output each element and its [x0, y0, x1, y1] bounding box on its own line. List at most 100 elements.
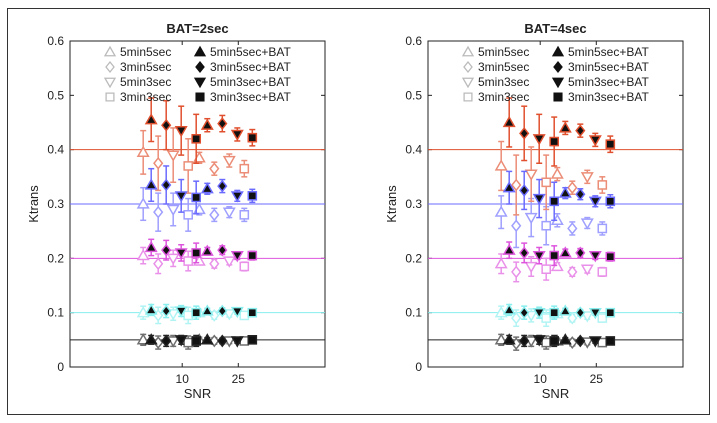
data-point-diamond-open: [209, 208, 220, 222]
data-point-square-filled: [549, 307, 560, 318]
data-point-triangle-down-filled: [532, 193, 546, 206]
data-point-triangle-up-open: [136, 145, 150, 158]
data-point-triangle-down-filled: [532, 250, 546, 263]
data-point-triangle-up-filled: [502, 180, 516, 193]
data-point-triangle-down-filled: [174, 191, 188, 203]
data-point-triangle-down-filled: [588, 308, 602, 320]
legend-label: 3min5sec: [120, 60, 171, 74]
chart-title: BAT=2sec: [166, 21, 228, 36]
legend-marker-5min3sec: [461, 77, 475, 89]
data-point-triangle-up-open: [136, 333, 150, 345]
data-point-triangle-up-filled: [502, 243, 516, 255]
data-point-triangle-down-open: [580, 218, 594, 230]
data-point-square-open: [183, 256, 194, 266]
data-point-square-filled: [605, 251, 616, 262]
data-point-diamond-filled: [161, 178, 172, 192]
data-point-square-open: [239, 261, 250, 272]
legend-label: 3min5sec+BAT: [210, 60, 291, 74]
data-point-square-filled: [247, 132, 258, 143]
y-tick-label: 0.5: [405, 88, 422, 102]
data-point-triangle-down-filled: [230, 129, 244, 142]
data-point-square-open: [541, 313, 552, 323]
data-point-triangle-down-open: [524, 310, 538, 323]
data-point-triangle-down-filled: [532, 134, 546, 146]
data-point-square-open: [541, 264, 552, 275]
data-point-diamond-filled: [161, 334, 172, 348]
data-point-square-filled: [191, 248, 202, 258]
data-point-diamond-open: [153, 205, 164, 219]
data-point-triangle-down-open: [580, 172, 594, 184]
legend-label: 3min5sec: [478, 60, 529, 74]
data-point-diamond-open: [567, 311, 578, 325]
data-point-triangle-down-open: [524, 212, 538, 225]
legend-marker-5min5sec: [103, 45, 117, 57]
data-point-diamond-filled: [575, 187, 586, 201]
data-point-square-filled: [549, 250, 560, 261]
data-point-square-filled: [605, 196, 616, 207]
data-point-square-filled: [191, 307, 202, 318]
data-point-square-open: [183, 210, 194, 220]
data-point-triangle-up-filled: [200, 244, 214, 256]
y-tick-label: 0.1: [405, 306, 422, 320]
y-tick-label: 0.6: [47, 34, 64, 48]
data-point-triangle-down-filled: [230, 191, 244, 203]
data-point-triangle-down-filled: [588, 336, 602, 348]
legend-marker-5min5sec+BAT: [551, 45, 565, 57]
y-axis-label: Ktrans: [26, 185, 41, 223]
data-point-triangle-up-filled: [144, 240, 158, 253]
data-point-triangle-down-open: [166, 309, 180, 321]
data-point-diamond-filled: [217, 304, 228, 318]
legend-marker-3min5sec: [105, 60, 115, 74]
legend-label: 3min3sec: [120, 90, 171, 104]
data-point-diamond-open: [567, 265, 578, 279]
data-point-square-open: [597, 223, 608, 234]
x-tick-label: 25: [232, 372, 246, 386]
data-point-triangle-down-open: [580, 311, 594, 323]
data-point-triangle-up-filled: [200, 118, 214, 130]
data-point-triangle-down-open: [524, 261, 538, 274]
data-point-square-open: [239, 210, 250, 220]
legend-marker-5min3sec: [103, 77, 117, 89]
data-point-square-filled: [247, 335, 258, 345]
data-point-square-filled: [247, 250, 258, 261]
data-point-square-filled: [191, 336, 202, 346]
legend-label: 5min3sec+BAT: [568, 75, 649, 89]
legend-label: 5min5sec: [120, 45, 171, 59]
data-point-triangle-down-open: [222, 155, 236, 168]
legend-label: 5min3sec: [120, 75, 171, 89]
legend-marker-3min3sec: [463, 92, 473, 102]
legend-marker-5min3sec+BAT: [551, 77, 565, 89]
legend-marker-3min3sec+BAT: [553, 92, 563, 102]
data-point-square-filled: [247, 307, 258, 318]
data-point-square-filled: [191, 192, 202, 203]
data-point-triangle-down-filled: [588, 135, 602, 147]
data-point-diamond-filled: [217, 243, 228, 257]
legend-marker-3min3sec: [105, 92, 115, 102]
data-point-square-open: [183, 161, 194, 171]
data-point-triangle-up-filled: [200, 182, 214, 194]
data-point-triangle-down-open: [580, 264, 594, 276]
data-point-diamond-open: [567, 222, 578, 235]
data-point-square-open: [597, 313, 608, 323]
legend-marker-5min5sec+BAT: [193, 45, 207, 57]
data-point-square-filled: [605, 336, 616, 346]
data-point-diamond-open: [209, 162, 220, 176]
chart-panel-1: BAT=2sec 0 0.1 0.2 0.3 0.4 0.5 0.6 10 25 SNR Ktrans…: [26, 21, 326, 401]
data-point-square-filled: [549, 336, 560, 346]
data-point-diamond-filled: [161, 118, 172, 132]
data-point-triangle-down-open: [166, 253, 180, 266]
y-tick-label: 0.4: [405, 143, 422, 157]
legend-marker-3min5sec+BAT: [195, 60, 205, 74]
data-point-diamond-open: [511, 219, 522, 233]
data-point-triangle-down-filled: [174, 306, 188, 318]
data-point-diamond-filled: [519, 306, 530, 320]
y-tick-label: 0.2: [405, 251, 422, 265]
data-point-square-open: [541, 220, 552, 231]
data-point-triangle-up-filled: [558, 246, 572, 258]
data-point-square-open: [239, 163, 250, 174]
data-point-triangle-down-open: [166, 204, 180, 217]
data-point-triangle-down-filled: [532, 308, 546, 320]
data-point-triangle-down-filled: [230, 306, 244, 319]
x-tick-label: 10: [176, 372, 190, 386]
data-point-diamond-open: [511, 265, 522, 279]
